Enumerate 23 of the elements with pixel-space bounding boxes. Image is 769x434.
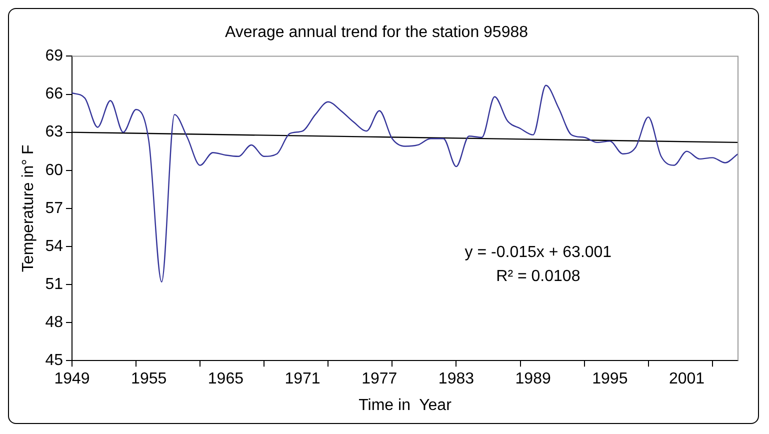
x-tick-label: 1995	[592, 370, 628, 388]
y-tick-label: 63	[45, 124, 64, 141]
y-tick-label: 69	[45, 48, 64, 65]
y-tick-label: 48	[45, 314, 64, 331]
x-axis-title: Time in Year	[358, 396, 452, 414]
annotation: R² = 0.0108	[496, 268, 580, 286]
y-tick-label: 51	[45, 276, 64, 293]
y-tick-label: 60	[45, 162, 64, 179]
x-tick-label: 1983	[438, 370, 474, 388]
y-tick-label: 45	[45, 352, 64, 370]
annotation: y = -0.015x + 63.001	[464, 244, 612, 262]
x-tick-label: 1955	[131, 370, 167, 388]
y-tick-label: 54	[45, 238, 64, 255]
x-tick-label: 2001	[668, 370, 705, 388]
y-tick-label: 66	[45, 86, 64, 103]
x-tick-label: 1965	[208, 370, 244, 388]
chart-title: Average annual trend for the station 95988	[224, 24, 528, 42]
x-tick-label: 1949	[54, 370, 90, 388]
x-tick-label: 1977	[362, 370, 398, 388]
x-tick-label: 1971	[284, 370, 320, 388]
x-tick-label: 1989	[515, 370, 551, 388]
y-tick-label: 57	[45, 200, 64, 217]
y-axis-title: Temperature in° F	[20, 144, 38, 272]
